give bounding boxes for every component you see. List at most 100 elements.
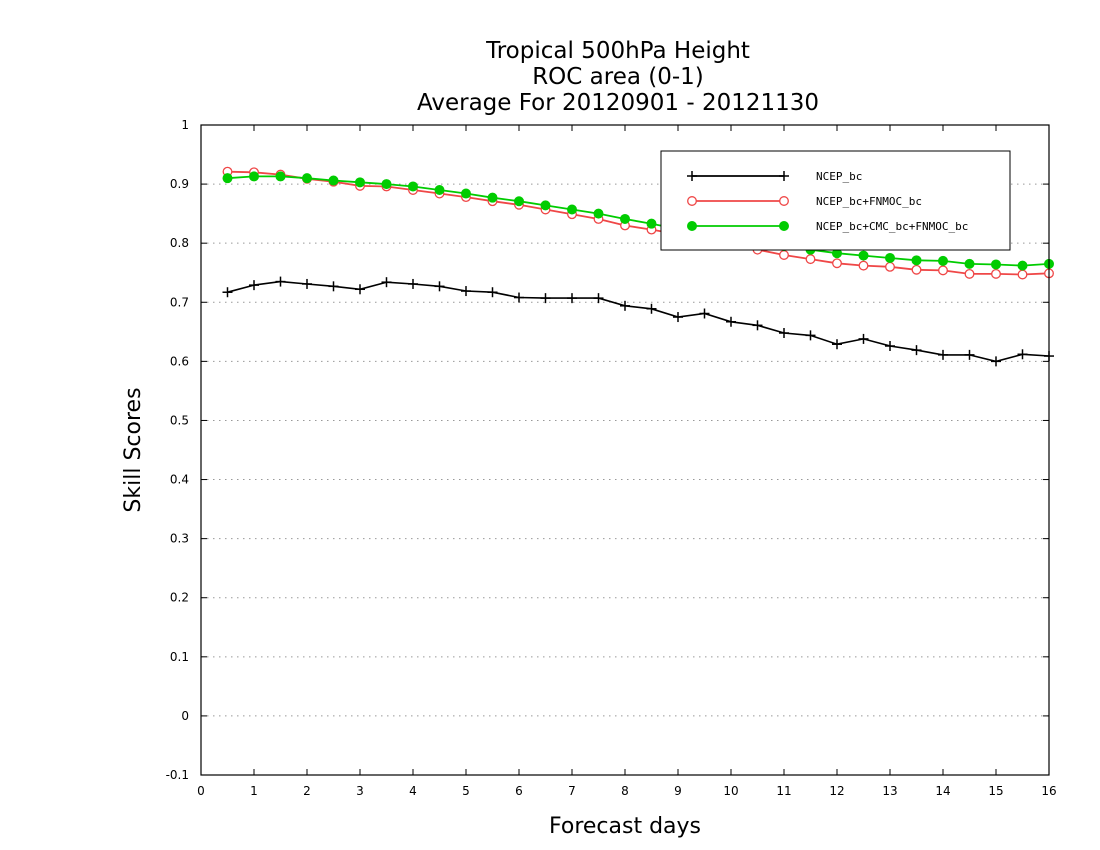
legend-item-1: NCEP_bc [687,170,862,183]
y-tick-label: 0.5 [170,413,189,427]
data-point [461,286,471,297]
data-point [434,185,445,195]
data-point [408,278,418,289]
data-point [646,303,657,314]
data-point [991,259,1001,270]
y-tick-label: 0.7 [170,295,189,309]
data-point [991,356,1001,367]
data-point [805,254,816,265]
data-point [699,308,710,319]
data-point [938,265,948,276]
y-tick-label: -0.1 [166,768,189,782]
x-axis-ticks: 0 1 2 3 4 5 6 7 8 9 10 11 12 13 14 15 16 [197,125,1057,798]
legend-label: NCEP_bc+FNMOC_bc [816,195,922,208]
data-point [567,293,577,304]
data-point [911,255,922,266]
legend-marker [687,221,697,231]
y-tick-label: 0.6 [170,354,189,368]
data-point [567,204,577,215]
x-tick-label: 16 [1041,784,1056,798]
data-point [673,312,683,323]
data-point [752,320,763,331]
data-point [514,292,524,303]
legend-marker [779,196,789,206]
data-point [540,293,551,304]
data-point [779,328,789,338]
data-point [1017,260,1028,271]
data-point [540,200,551,211]
x-tick-label: 5 [462,784,470,798]
grid-lines [201,183,1049,717]
data-point [885,252,895,263]
y-tick-label: 0.9 [170,177,189,191]
data-point [1017,349,1028,360]
data-point [964,268,975,279]
data-point [514,196,524,207]
data-point [381,179,392,190]
y-tick-label: 0.3 [170,532,189,546]
data-point [858,333,869,344]
data-point [249,280,259,291]
chart-title: Tropical 500hPa Height ROC area (0-1) Av… [417,38,819,116]
data-point [434,281,445,292]
legend-item-2: NCEP_bc+FNMOC_bc [687,195,922,208]
y-tick-label: 0.4 [170,473,189,487]
x-tick-label: 13 [882,784,897,798]
data-point [805,330,816,341]
data-point [964,349,975,360]
data-point [275,171,286,182]
data-point [938,349,948,360]
series-1 [222,276,1054,367]
data-point [275,276,286,287]
chart-title-line-1: Tropical 500hPa Height [485,38,750,64]
x-tick-label: 11 [776,784,791,798]
legend-label: NCEP_bc [816,170,862,183]
x-tick-label: 8 [621,784,629,798]
legend-marker [779,171,789,181]
data-point [779,250,789,260]
x-tick-label: 1 [250,784,258,798]
x-tick-label: 15 [988,784,1003,798]
y-tick-label: 0 [181,709,189,723]
data-point [646,218,657,229]
data-point [328,175,339,186]
data-point [249,171,259,182]
data-point [991,268,1001,279]
x-axis-title: Forecast days [549,814,701,839]
data-point [620,213,630,224]
data-point [593,293,604,304]
x-tick-label: 3 [356,784,364,798]
data-point [832,258,842,269]
x-tick-label: 0 [197,784,205,798]
data-point [938,255,948,266]
chart-title-line-2: ROC area (0-1) [532,64,704,90]
data-point [355,177,365,188]
data-point [726,316,736,327]
x-tick-label: 9 [674,784,682,798]
chart-title-line-3: Average For 20120901 - 20121130 [417,90,819,116]
y-tick-label: 1 [181,118,189,132]
x-tick-label: 12 [829,784,844,798]
legend-marker [687,196,697,206]
data-point [885,341,895,351]
x-tick-label: 2 [303,784,311,798]
y-axis-title: Skill Scores [121,387,146,512]
data-point [487,192,498,203]
data-point [222,287,233,298]
x-tick-label: 14 [935,784,950,798]
data-point [832,339,842,350]
data-point [408,181,418,192]
x-tick-label: 6 [515,784,523,798]
data-point [461,188,471,199]
data-point [885,261,895,272]
data-point [620,300,630,311]
y-axis-ticks: -0.1 0 0.1 0.2 0.3 0.4 0.5 0.6 0.7 0.8 0.9 1 [166,118,1049,782]
legend-marker [687,171,697,181]
data-point [487,287,498,298]
data-point [381,277,392,288]
series-line [227,280,1050,363]
data-point [593,208,604,219]
data-point [858,260,869,271]
data-point [302,173,312,184]
